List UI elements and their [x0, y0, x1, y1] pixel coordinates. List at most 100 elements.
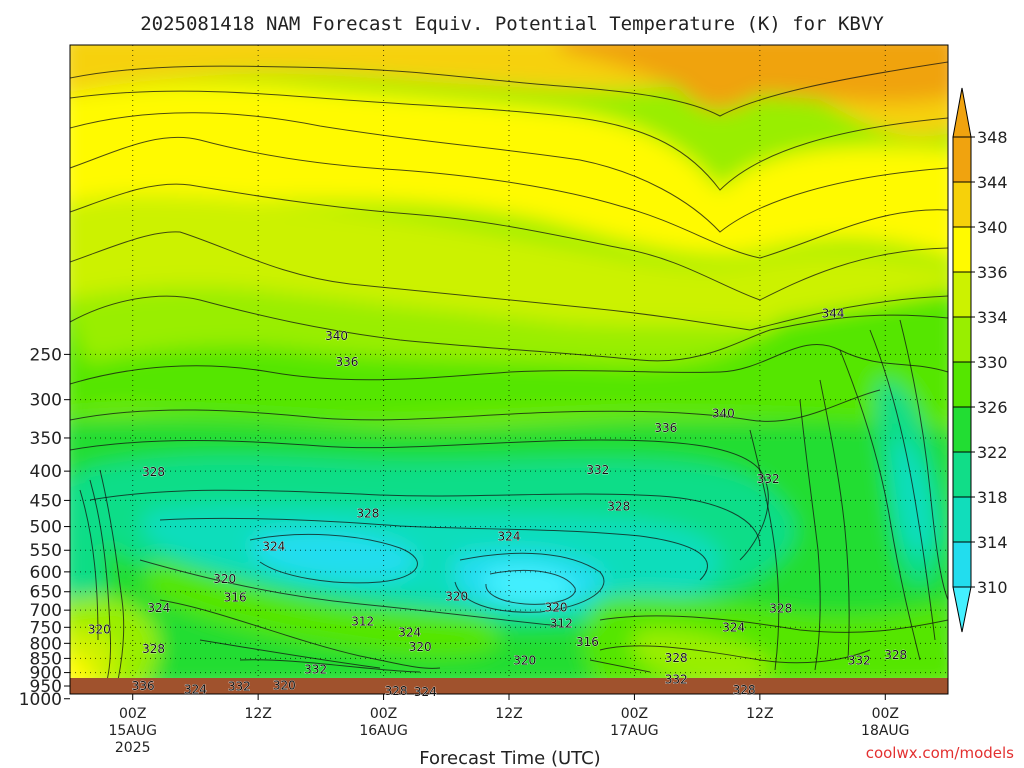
x-tick-label: 12Z	[495, 706, 522, 722]
colorbar-top-arrow	[952, 87, 972, 138]
x-tick-label: 00Z	[370, 706, 397, 722]
x-tick-label: 00Z	[872, 706, 899, 722]
colorbar-label: 322	[977, 443, 1008, 462]
y-tick-label: 800	[30, 634, 62, 654]
x-tick-label: 16AUG	[359, 723, 408, 739]
x-tick-label: 2025	[115, 740, 151, 756]
contour-label: 328	[356, 506, 379, 520]
contour-label: 340	[712, 406, 735, 420]
colorbar-label: 336	[977, 263, 1008, 282]
x-tick-label: 12Z	[746, 706, 773, 722]
colorbar-segment	[953, 182, 971, 227]
colorbar: 348 344 340 336 334 330 326 322 318 314 310	[952, 87, 1008, 633]
y-tick-label: 500	[30, 518, 62, 538]
contour-label: 324	[184, 682, 207, 696]
y-tick-label: 850	[30, 649, 62, 669]
contour-label: 316	[576, 635, 599, 649]
y-tick-label: 750	[30, 618, 62, 638]
chart-title: 2025081418 NAM Forecast Equiv. Potential…	[140, 13, 884, 35]
contour-label: 328	[142, 642, 165, 656]
x-axis-label: Forecast Time (UTC)	[419, 748, 600, 768]
ground-strip	[70, 678, 948, 694]
contour-label: 332	[304, 663, 327, 677]
x-tick-label: 18AUG	[861, 723, 910, 739]
y-tick-label: 650	[30, 583, 62, 603]
contour-label: 320	[213, 572, 236, 586]
y-tick-label: 250	[30, 345, 62, 365]
colorbar-label: 330	[977, 353, 1008, 372]
dotted-grid	[70, 45, 948, 678]
plot-area: 3443403363403363323323283283283243243203…	[69, 44, 949, 699]
colorbar-label: 344	[977, 173, 1008, 192]
contour-label: 332	[586, 463, 609, 477]
y-tick-label: 350	[30, 429, 62, 449]
y-tick-label: 400	[30, 462, 62, 482]
credit-text: coolwx.com/models	[866, 744, 1014, 762]
colorbar-label: 326	[977, 398, 1008, 417]
contour-label: 332	[665, 672, 688, 686]
x-tick-label: 12Z	[244, 706, 271, 722]
colorbar-label: 318	[977, 488, 1008, 507]
contour-label: 328	[385, 684, 408, 698]
colorbar-segment	[953, 542, 971, 587]
contour-label: 328	[665, 651, 688, 665]
y-tick-label: 450	[30, 491, 62, 511]
y-tick-label: 550	[30, 541, 62, 561]
contour-label: 312	[351, 614, 374, 628]
contour-label: 332	[228, 680, 251, 694]
contour-label: 332	[757, 472, 780, 486]
colorbar-segment	[953, 317, 971, 362]
colorbar-label: 334	[977, 308, 1008, 327]
contour-label: 312	[550, 616, 573, 630]
contour-label: 324	[147, 601, 170, 615]
colorbar-segment	[953, 497, 971, 542]
y-tick-label: 950	[30, 677, 62, 697]
contour-label: 336	[336, 355, 359, 369]
contour-labels: 3443403363403363323323283283283243243203…	[88, 306, 908, 699]
contour-label: 344	[822, 306, 845, 320]
contour-label: 320	[545, 601, 568, 615]
x-tick-label: 00Z	[119, 706, 146, 722]
x-tick-label: 17AUG	[610, 723, 659, 739]
contour-label: 336	[654, 421, 677, 435]
contour-lines	[70, 61, 948, 678]
contour-label: 328	[607, 499, 630, 513]
contour-label: 328	[142, 465, 165, 479]
y-tick-label: 700	[30, 601, 62, 621]
contour-label: 324	[398, 626, 421, 640]
contour-label: 324	[262, 540, 285, 554]
colorbar-segment	[953, 137, 971, 182]
colorbar-label: 314	[977, 533, 1008, 552]
x-tick-label: 00Z	[621, 706, 648, 722]
y-tick-label: 900	[30, 664, 62, 684]
contour-label: 320	[273, 678, 296, 692]
y-tick-label: 600	[30, 563, 62, 583]
colorbar-label: 348	[977, 128, 1008, 147]
y-tick-label: 300	[30, 391, 62, 411]
contour-label: 328	[769, 602, 792, 616]
colorbar-segment	[953, 407, 971, 452]
colorbar-segment	[953, 227, 971, 272]
contour-label: 316	[224, 590, 247, 604]
contour-label: 324	[414, 685, 437, 699]
contour-label: 324	[722, 621, 745, 635]
x-tick-label: 15AUG	[108, 723, 157, 739]
colorbar-segment	[953, 272, 971, 317]
contour-label: 324	[498, 529, 521, 543]
colorbar-label: 310	[977, 578, 1008, 597]
contour-label: 320	[409, 640, 432, 654]
contour-label: 320	[513, 653, 536, 667]
colorbar-segment	[953, 452, 971, 497]
y-tick-label: 1000	[19, 690, 62, 710]
contour-label: 320	[88, 622, 111, 636]
contour-label: 336	[132, 679, 155, 693]
contour-label: 320	[445, 589, 468, 603]
contour-label: 332	[848, 653, 871, 667]
theta-e-color-field	[70, 45, 948, 678]
contour-label: 340	[325, 329, 348, 343]
colorbar-label: 340	[977, 218, 1008, 237]
colorbar-bottom-arrow	[952, 586, 972, 633]
colorbar-segment	[953, 362, 971, 407]
